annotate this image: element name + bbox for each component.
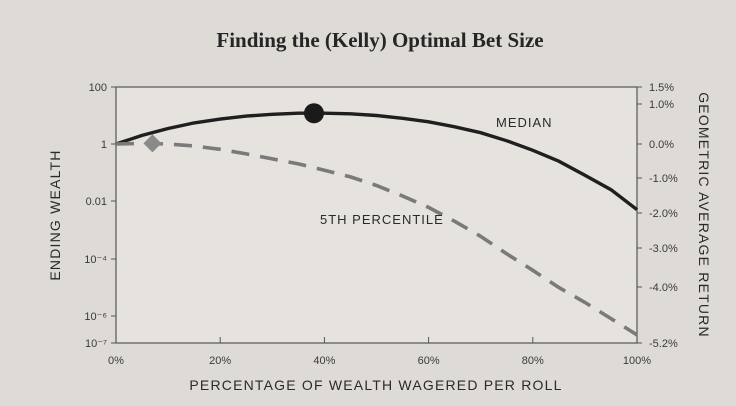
chart-marks bbox=[115, 103, 639, 337]
chart-title: Finding the (Kelly) Optimal Bet Size bbox=[216, 28, 543, 52]
x-tick-label: 100% bbox=[623, 355, 651, 367]
fifth-percentile-line bbox=[115, 141, 638, 337]
plot-area bbox=[115, 86, 638, 344]
x-tick-label: 0% bbox=[108, 355, 124, 367]
y-right-tick-label: -3.0% bbox=[649, 243, 678, 255]
median-series-label: MEDIAN bbox=[496, 115, 553, 130]
x-tick-label: 80% bbox=[522, 355, 544, 367]
x-tick-label: 40% bbox=[313, 355, 335, 367]
y-right-tick-label: -1.0% bbox=[649, 173, 678, 185]
x-tick-label: 20% bbox=[209, 355, 231, 367]
x-axis-title: PERCENTAGE OF WEALTH WAGERED PER ROLL bbox=[189, 377, 562, 393]
x-tick-label: 60% bbox=[418, 355, 440, 367]
y-left-tick-label: 10⁻⁶ bbox=[84, 311, 107, 323]
y-left-tick-label: 10⁻⁷ bbox=[85, 338, 107, 350]
y-left-tick-label: 10⁻⁴ bbox=[84, 254, 107, 266]
median-line bbox=[115, 111, 639, 212]
y-right-tick-label: -5.2% bbox=[649, 338, 678, 350]
y-left-tick-label: 100 bbox=[89, 82, 107, 94]
kelly-optimal-point bbox=[303, 103, 324, 124]
y-axis-left-title: ENDING WEALTH bbox=[47, 149, 63, 280]
fifth-percentile-optimal-point bbox=[143, 134, 162, 153]
fifth-percentile-series-label: 5TH PERCENTILE bbox=[320, 212, 444, 227]
y-right-tick-label: -4.0% bbox=[649, 282, 678, 294]
y-left-tick-label: 1 bbox=[101, 139, 107, 151]
y-left-tick-label: 0.01 bbox=[86, 196, 107, 208]
y-right-tick-label: 1.5% bbox=[649, 82, 674, 94]
y-right-tick-label: 1.0% bbox=[649, 99, 674, 111]
y-right-tick-label: 0.0% bbox=[649, 139, 674, 151]
y-right-tick-label: -2.0% bbox=[649, 208, 678, 220]
y-axis-right-title: GEOMETRIC AVERAGE RETURN bbox=[696, 92, 712, 338]
